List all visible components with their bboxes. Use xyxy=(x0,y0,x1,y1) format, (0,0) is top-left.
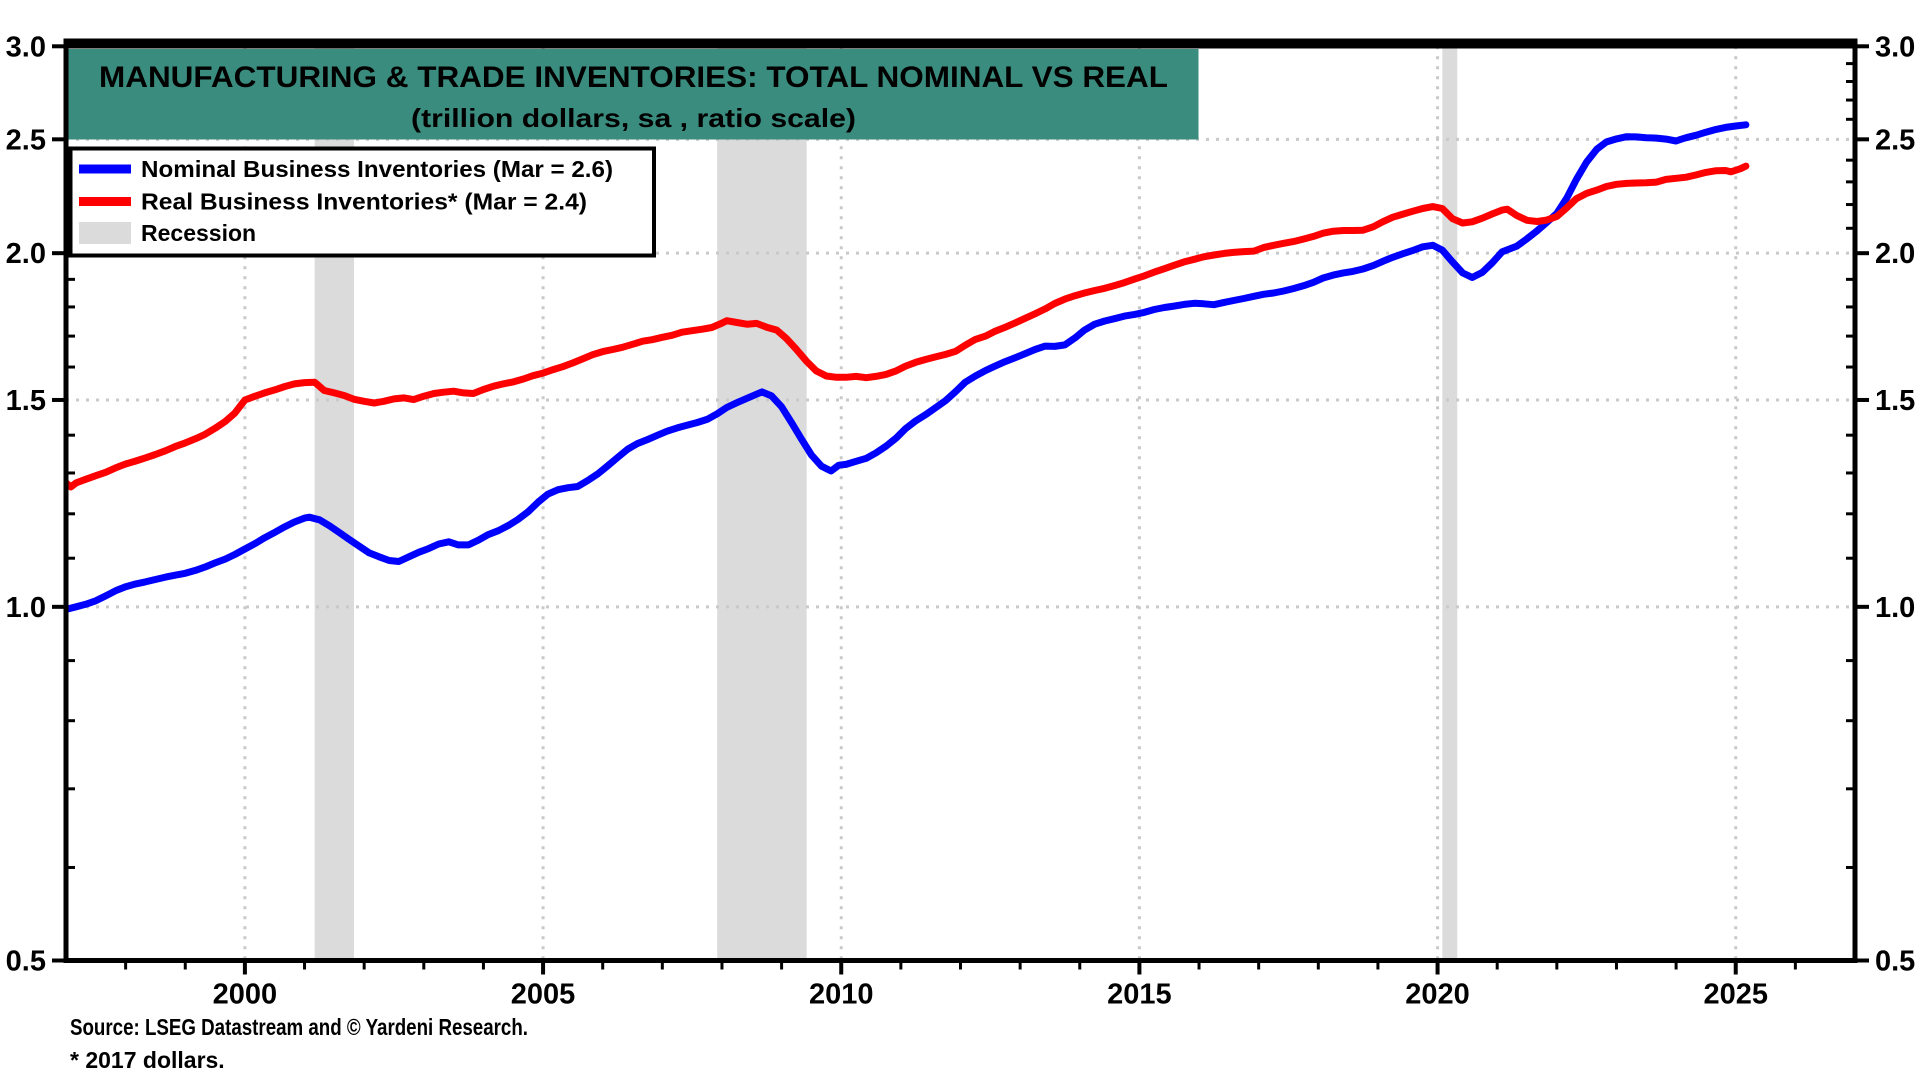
recession-band xyxy=(1442,48,1458,958)
y-axis-label-left: 2.0 xyxy=(6,238,46,270)
title-bar-background xyxy=(68,49,1199,140)
x-axis-label: 2005 xyxy=(511,979,576,1011)
y-axis-label-left: 1.0 xyxy=(6,592,46,624)
y-axis-label-right: 2.0 xyxy=(1875,238,1915,270)
x-axis-label: 2010 xyxy=(809,979,874,1011)
legend-swatch-recession-band xyxy=(79,222,131,244)
legend-label-recession: Recession xyxy=(141,220,256,246)
y-axis-label-right: 3.0 xyxy=(1875,31,1915,63)
legend: Nominal Business Inventories (Mar = 2.6)… xyxy=(68,146,656,258)
x-axis-label: 2015 xyxy=(1107,979,1172,1011)
chart-title: MANUFACTURING & TRADE INVENTORIES: TOTAL… xyxy=(99,61,1168,94)
axis-labels: 2000 2005 2010 2015 2020 2025 0.5 0.5 1.0 1.0 1.5 1… xyxy=(6,31,1916,1010)
y-axis-label-left: 2.5 xyxy=(6,124,46,156)
y-axis-label-left: 1.5 xyxy=(6,385,46,417)
x-axis-label: 2020 xyxy=(1405,979,1470,1011)
legend-label-real: Real Business Inventories* (Mar = 2.4) xyxy=(141,189,587,215)
x-axis-label: 2000 xyxy=(213,979,278,1011)
series-nominal xyxy=(68,121,1750,613)
legend-label-nominal: Nominal Business Inventories (Mar = 2.6) xyxy=(141,156,613,182)
y-axis-label-right: 1.0 xyxy=(1875,592,1915,624)
series-lines xyxy=(68,121,1750,613)
y-axis-label-right: 1.5 xyxy=(1875,385,1915,417)
recession-band xyxy=(717,48,807,958)
legend-box xyxy=(68,146,656,258)
y-axis-label-right: 2.5 xyxy=(1875,124,1915,156)
y-axis-label-left: 0.5 xyxy=(6,946,46,978)
source-note: Source: LSEG Datastream and © Yardeni Re… xyxy=(70,1014,528,1040)
series-real xyxy=(68,162,1750,491)
x-axis-label: 2025 xyxy=(1703,979,1768,1011)
footnote-2017-dollars: * 2017 dollars. xyxy=(70,1047,225,1073)
y-axis-label-left: 3.0 xyxy=(6,31,46,63)
y-axis-label-right: 0.5 xyxy=(1875,946,1915,978)
chart-subtitle: (trillion dollars, sa , ratio scale) xyxy=(411,103,856,133)
title-bar: MANUFACTURING & TRADE INVENTORIES: TOTAL… xyxy=(68,49,1199,140)
